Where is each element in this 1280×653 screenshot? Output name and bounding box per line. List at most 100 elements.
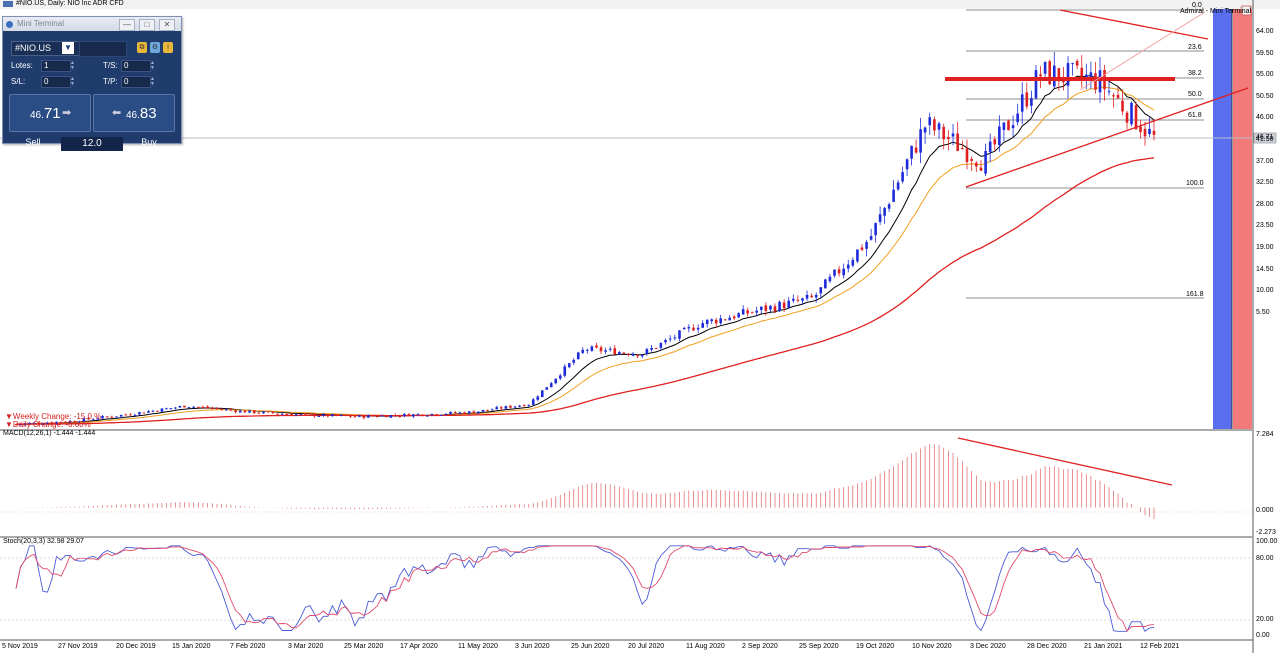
candle-body	[782, 302, 786, 309]
close-window-icon[interactable]: ✕	[159, 19, 175, 31]
candle-body	[243, 410, 247, 413]
sell-button[interactable]: Sell	[25, 137, 41, 147]
candle-body	[961, 148, 964, 150]
trendline-up[interactable]	[965, 87, 1249, 188]
candle-body	[211, 407, 214, 409]
trendline-down[interactable]	[1059, 9, 1209, 40]
candle-body	[453, 412, 457, 414]
candle-body	[993, 139, 997, 145]
copy-icon[interactable]: ⧉	[137, 42, 147, 53]
macd-divergence-line[interactable]	[957, 437, 1173, 486]
candle-body	[105, 416, 109, 418]
candle-body	[1134, 105, 1138, 130]
mini-terminal-titlebar[interactable]: Mini Terminal — □ ✕	[3, 17, 181, 31]
candle-body	[477, 411, 480, 414]
candle-body	[41, 423, 45, 425]
candle-body	[32, 422, 36, 424]
candle-body	[988, 141, 992, 152]
candle-body	[234, 410, 237, 413]
candle-body	[439, 414, 443, 416]
candle-body	[773, 306, 777, 312]
candle-body	[1107, 91, 1111, 93]
candle-body	[248, 410, 251, 413]
candle-body	[358, 415, 361, 417]
close-icon[interactable]	[1241, 5, 1252, 16]
tp-input[interactable]: 0	[121, 76, 151, 88]
info-icon[interactable]: i	[163, 42, 173, 53]
candle-body	[1039, 74, 1042, 77]
candle-body	[156, 410, 159, 412]
candle-body	[304, 413, 307, 415]
lots-stepper-icon[interactable]: ▲ ▼	[70, 60, 75, 71]
red-band	[1233, 9, 1252, 429]
candle-body	[659, 343, 663, 348]
candle-body	[481, 409, 485, 412]
candle-body	[896, 182, 900, 190]
candle-body	[887, 204, 891, 209]
date-axis-tick: 20 Dec 2019	[116, 643, 156, 650]
candle-body	[187, 407, 191, 409]
price-axis-tick: 28.00	[1256, 200, 1274, 208]
candle-body	[46, 422, 49, 424]
macd-axis-tick: 7.284	[1256, 431, 1274, 438]
candle-body	[572, 359, 576, 363]
sl-stepper-icon[interactable]: ▲ ▼	[70, 76, 75, 87]
candle-body	[860, 247, 864, 250]
maximize-icon[interactable]: □	[139, 19, 155, 31]
candle-body	[124, 414, 128, 416]
candle-body	[266, 411, 270, 413]
candle-body	[678, 330, 681, 339]
macd-axis-tick: -2.273	[1256, 529, 1276, 536]
lots-label: Lotes:	[11, 61, 33, 70]
sell-price-button[interactable]: 46.71 ➡	[9, 94, 91, 132]
candle-body	[819, 287, 823, 294]
ts-stepper-icon[interactable]: ▲ ▼	[150, 60, 155, 71]
candle-body	[138, 412, 141, 415]
candle-body	[353, 416, 357, 418]
candle-body	[174, 407, 177, 409]
candle-body	[367, 415, 370, 418]
candle-body	[723, 319, 727, 321]
candle-body	[229, 409, 233, 411]
sell-price-small: 46.	[30, 110, 44, 121]
stoch-axis-tick: 0.00	[1256, 632, 1270, 639]
candle-body	[37, 423, 40, 425]
stoch-axis-tick: 20.00	[1256, 616, 1274, 623]
candle-body	[340, 415, 343, 417]
candle-body	[463, 412, 466, 414]
candle-body	[851, 259, 855, 266]
candle-body	[326, 414, 330, 417]
ts-input[interactable]: 0	[121, 60, 151, 72]
buy-button[interactable]: Buy	[141, 137, 157, 147]
chevron-down-icon[interactable]: ▼	[62, 42, 74, 54]
candle-body	[892, 189, 895, 202]
candle-body	[531, 399, 535, 405]
fib-level-label: 38.2	[1188, 70, 1202, 77]
symbol-extra-field[interactable]	[79, 41, 127, 57]
candle-body	[970, 158, 973, 161]
date-axis-tick: 2 Sep 2020	[742, 643, 778, 650]
candle-body	[951, 133, 955, 137]
candle-body	[1016, 113, 1019, 123]
minimize-icon[interactable]: —	[119, 19, 135, 31]
trendline-channel[interactable]	[1079, 11, 1206, 91]
fib-level-label: 161.8	[1186, 291, 1204, 298]
candle-body	[842, 268, 845, 276]
candle-body	[252, 410, 256, 414]
candle-body	[110, 416, 114, 418]
buy-price-button[interactable]: ⬅ 46.83	[93, 94, 175, 132]
current-price-tag	[1253, 132, 1277, 144]
price-axis-tick: 64.00	[1256, 28, 1274, 35]
candle-body	[923, 127, 927, 133]
sl-input[interactable]: 0	[41, 76, 71, 88]
candle-body	[965, 148, 969, 163]
candle-body	[599, 347, 603, 352]
gear-icon[interactable]: ⚙	[150, 42, 160, 53]
lots-input[interactable]: 1	[41, 60, 71, 72]
price-axis-tick: 55.00	[1256, 71, 1274, 79]
mini-terminal[interactable]: Mini Terminal — □ ✕ #NIO.US ▼ ⧉ ⚙ i Lote…	[2, 16, 182, 151]
candle-body	[119, 414, 123, 417]
tp-stepper-icon[interactable]: ▲ ▼	[150, 76, 155, 87]
candle-body	[178, 406, 182, 408]
